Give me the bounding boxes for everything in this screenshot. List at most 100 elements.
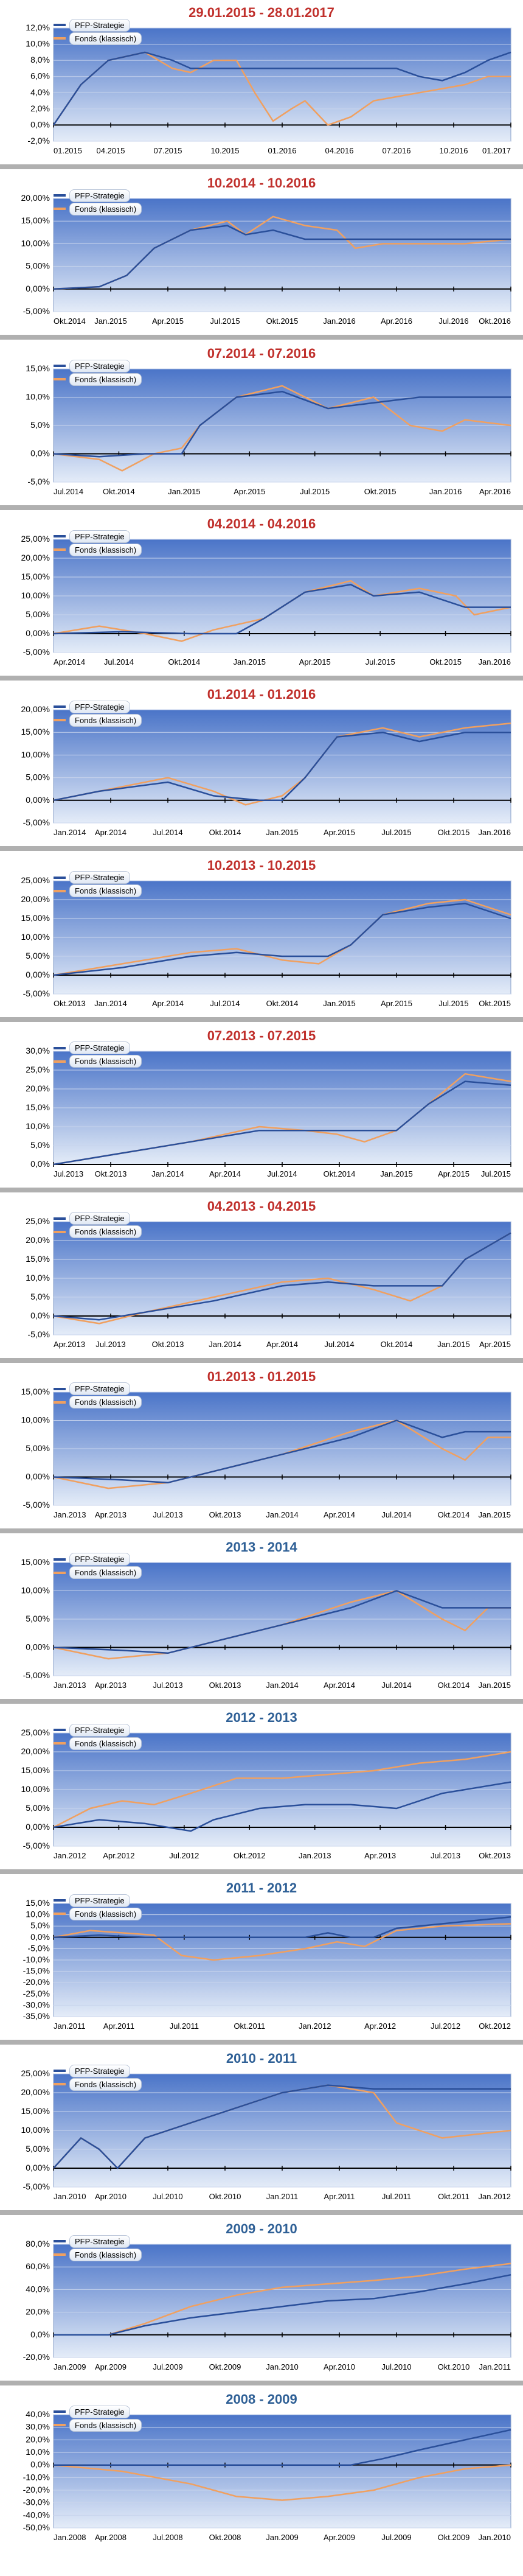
x-tick-label: Jan.2011	[266, 2192, 299, 2201]
x-tick-label: Jul.2013	[153, 1681, 182, 1690]
x-tick-label: Jan.2014	[151, 1169, 184, 1178]
x-tick-label: Jan.2016	[479, 657, 511, 667]
y-tick-label: 5,00%	[26, 2144, 50, 2154]
legend-label: PFP-Strategie	[69, 359, 130, 373]
panel-separator	[0, 1017, 523, 1022]
chart-svg: -20,0% 0,0% 20,0% 40,0% 60,0% 80,0% Jan.2009 Ap…	[23, 2239, 511, 2371]
panel-separator	[0, 2040, 523, 2045]
legend-item-fund: Fonds (klassisch)	[54, 884, 142, 898]
chart-panel: 29.01.2015 - 28.01.2017 -2,0% 0,0% 2,0% 4,0%…	[0, 0, 523, 163]
y-tick-label: 10,00%	[21, 1415, 50, 1424]
x-tick-label: Okt.2015	[364, 487, 397, 496]
x-tick-label: Okt.2011	[438, 2192, 469, 2201]
chart-panel: 04.2013 - 04.2015 -5,0% 0,0% 5,0% 10,0% 15,0%…	[0, 1194, 523, 1357]
y-tick-label: -40,0%	[23, 2510, 50, 2520]
y-tick-label: -10,0%	[23, 1955, 50, 1964]
legend-label: PFP-Strategie	[69, 2064, 130, 2077]
legend-label: Fonds (klassisch)	[69, 884, 142, 897]
series-line-strategy	[53, 391, 511, 458]
x-tick-label: Okt.2009	[209, 2362, 241, 2371]
x-tick-label: Jul.2014	[54, 487, 83, 496]
legend: PFP-Strategie Fonds (klassisch)	[54, 359, 142, 386]
y-tick-label: 10,0%	[26, 1121, 50, 1131]
chart-panel: 07.2014 - 07.2016 -5,0% 0,0% 5,0% 10,0% 15,0%…	[0, 341, 523, 504]
legend-item-fund: Fonds (klassisch)	[54, 1225, 142, 1239]
y-tick-label: -5,00%	[23, 989, 50, 998]
y-tick-label: 5,00%	[26, 772, 50, 782]
series-line-strategy	[53, 225, 511, 290]
y-tick-label: 20,0%	[26, 2307, 50, 2317]
chart-title: 2012 - 2013	[226, 1710, 297, 1725]
chart-panel: 2009 - 2010 -20,0% 0,0% 20,0% 40,0% 60,0% 80,0…	[0, 2216, 523, 2379]
y-tick-label: -5,00%	[23, 1841, 50, 1850]
legend-item-strategy: PFP-Strategie	[54, 700, 142, 713]
legend-label: Fonds (klassisch)	[69, 1566, 142, 1580]
chart-title: 2009 - 2010	[226, 2221, 297, 2237]
x-tick-label: 01.2016	[268, 146, 297, 155]
chart-svg: -5,00% 0,00% 5,00% 10,00% 15,00% 20,00% 25,00%…	[21, 534, 511, 667]
legend-label: PFP-Strategie	[69, 2235, 130, 2248]
y-tick-label: -10,0%	[23, 2473, 50, 2482]
y-tick-label: 10,0%	[26, 1909, 50, 1919]
x-tick-label: Apr.2014	[209, 1169, 241, 1178]
legend-item-fund: Fonds (klassisch)	[54, 373, 142, 386]
y-tick-label: 25,0%	[26, 1216, 50, 1226]
legend-swatch	[54, 1558, 66, 1561]
legend: PFP-Strategie Fonds (klassisch)	[54, 2064, 142, 2091]
x-tick-label: Jan.2013	[299, 1851, 331, 1860]
x-tick-label: Jul.2011	[170, 2021, 199, 2031]
legend-item-strategy: PFP-Strategie	[54, 1212, 142, 1225]
y-tick-label: 6,0%	[30, 71, 50, 81]
y-tick-label: -5,00%	[23, 1670, 50, 1680]
y-tick-label: 15,00%	[21, 727, 50, 737]
y-tick-label: 5,0%	[30, 1920, 50, 1930]
y-tick-label: 0,0%	[30, 1311, 50, 1320]
x-tick-label: Jan.2015	[437, 1340, 470, 1349]
legend-label: Fonds (klassisch)	[69, 32, 142, 45]
x-tick-label: Okt.2012	[479, 2021, 511, 2031]
y-tick-label: 10,0%	[26, 39, 50, 49]
panel-separator	[0, 676, 523, 681]
x-tick-label: Apr.2014	[324, 1681, 355, 1690]
legend: PFP-Strategie Fonds (klassisch)	[54, 1894, 142, 1920]
chart-svg: -5,00% 0,00% 5,00% 10,00% 15,00% 20,00% 25,00%…	[21, 875, 511, 1008]
y-tick-label: -35,0%	[23, 2011, 50, 2021]
y-tick-label: 15,0%	[26, 363, 50, 373]
series-line-fund	[53, 1923, 511, 1961]
x-tick-label: 04.2015	[97, 146, 125, 155]
legend-item-fund: Fonds (klassisch)	[54, 1396, 142, 1409]
x-tick-label: Apr.2013	[95, 1510, 126, 1519]
y-tick-label: 10,00%	[21, 590, 50, 600]
x-tick-label: Apr.2016	[479, 487, 511, 496]
y-tick-label: -5,0%	[27, 1943, 50, 1953]
y-tick-label: 20,0%	[26, 1235, 50, 1245]
x-tick-label: Jul.2014	[153, 828, 182, 837]
y-tick-label: -20,0%	[23, 2352, 50, 2362]
legend-label: PFP-Strategie	[69, 1894, 130, 1907]
y-tick-label: 40,0%	[26, 2284, 50, 2294]
x-tick-label: Apr.2013	[95, 1681, 126, 1690]
x-tick-label: Apr.2014	[54, 657, 85, 667]
chart-title: 29.01.2015 - 28.01.2017	[189, 5, 334, 20]
y-tick-label: 20,0%	[26, 1083, 50, 1093]
chart-panel: 2010 - 2011 -5,00% 0,00% 5,00% 10,00% 15,00% 2…	[0, 2046, 523, 2209]
x-tick-label: Jul.2014	[324, 1340, 354, 1349]
x-tick-label: Okt.2014	[266, 999, 299, 1008]
y-tick-label: 0,00%	[26, 284, 50, 293]
x-tick-label: Apr.2013	[54, 1340, 85, 1349]
x-tick-label: Okt.2014	[168, 657, 200, 667]
legend-item-strategy: PFP-Strategie	[54, 530, 142, 543]
legend-swatch	[54, 1230, 66, 1233]
x-tick-label: Jul.2013	[54, 1169, 83, 1178]
x-tick-label: 10.2016	[440, 146, 468, 155]
y-tick-label: 0,00%	[26, 1471, 50, 1481]
y-tick-label: 20,00%	[21, 704, 50, 714]
chart-panel: 07.2013 - 07.2015 0,0% 5,0% 10,0% 15,0% 20,0%…	[0, 1023, 523, 1186]
legend-label: PFP-Strategie	[69, 1553, 130, 1566]
x-tick-label: Jul.2014	[381, 1510, 411, 1519]
y-tick-label: 0,00%	[26, 628, 50, 638]
legend-swatch	[54, 24, 66, 26]
legend-item-fund: Fonds (klassisch)	[54, 1907, 142, 1920]
y-tick-label: 0,0%	[30, 1159, 50, 1169]
legend-swatch	[54, 37, 66, 40]
